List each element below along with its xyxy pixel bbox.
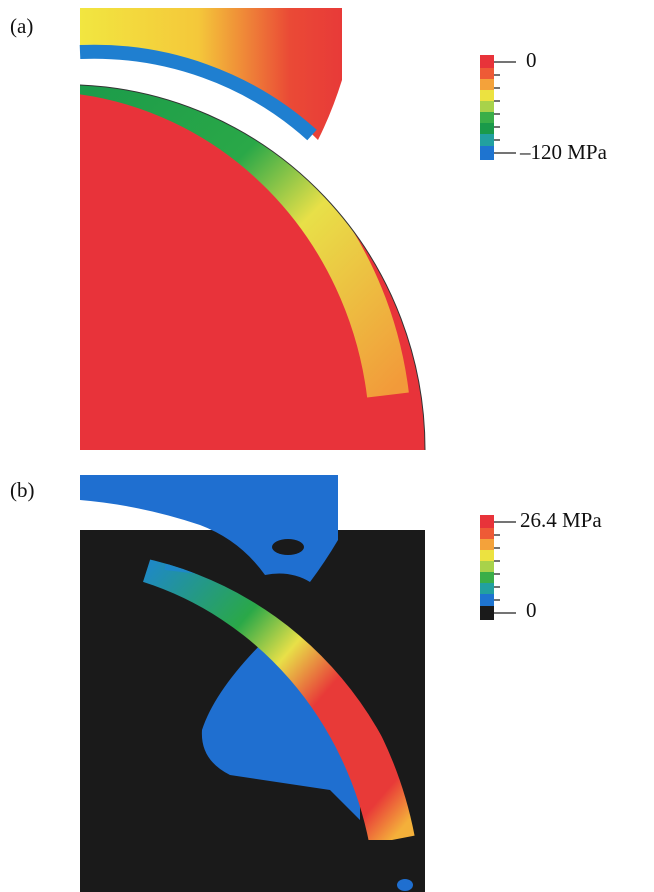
colorbar xyxy=(480,55,516,160)
scale-min: 0 xyxy=(526,598,537,622)
figure: (a) 0 –120 MPa (b) xyxy=(0,0,654,892)
panel-label: (b) xyxy=(10,478,35,502)
panel-label: (a) xyxy=(10,14,33,38)
colorbar xyxy=(480,515,516,620)
stress-plot xyxy=(70,8,430,455)
scale-max: 0 xyxy=(526,48,537,72)
scale-min: –120 MPa xyxy=(519,140,608,164)
scale-max: 26.4 MPa xyxy=(520,508,602,532)
stress-plot xyxy=(80,475,425,892)
